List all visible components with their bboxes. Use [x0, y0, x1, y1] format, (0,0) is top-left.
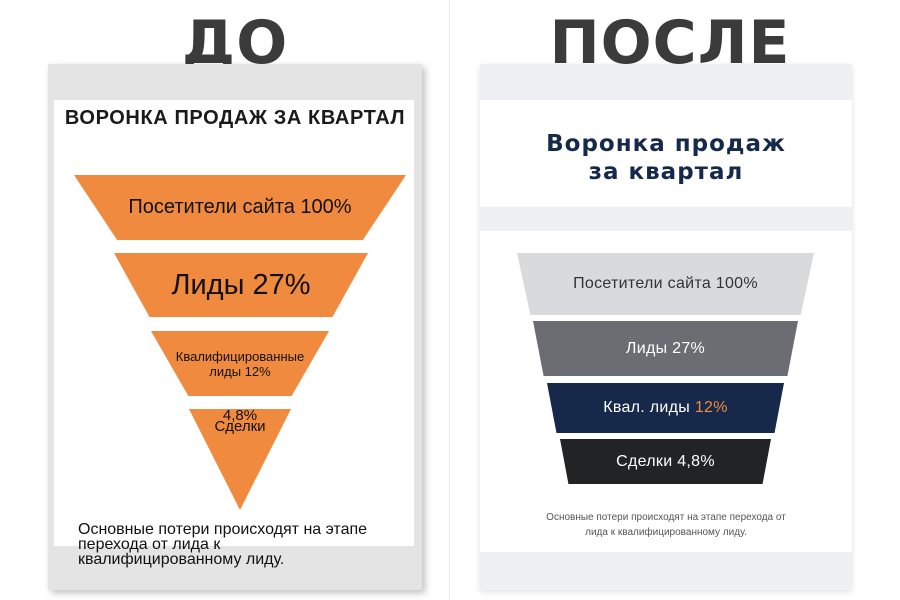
after-stage-label: Посетители сайта 100% [573, 275, 758, 292]
before-funnel-stage-deals: Сделки 4,8% [189, 409, 291, 510]
after-note: Основные потери происходят на этапе пере… [520, 510, 812, 540]
before-funnel-stage-visitors: Посетители сайта 100% [74, 175, 406, 240]
after-title-line2: за квартал [588, 159, 744, 185]
before-stage-label: Лиды 27% [171, 268, 311, 301]
after-title-band [480, 100, 852, 207]
after-stage-label: Сделки 4,8% [616, 452, 715, 470]
after-stage-value-highlight: 12% [694, 399, 728, 416]
after-funnel-stage-deals: Сделки 4,8% [560, 439, 771, 484]
before-stage-label-line2: лиды 12% [209, 363, 271, 379]
before-title: ВОРОНКА ПРОДАЖ ЗА КВАРТАЛ [64, 107, 406, 129]
before-note: Основные потери происходят на этапе пере… [78, 521, 368, 568]
after-funnel-stage-leads: Лиды 27% [533, 321, 798, 376]
before-stage-label-line1: Сделки [214, 417, 266, 435]
before-chart-area: Посетители сайта 100% Лиды 27% Квалифици… [54, 100, 414, 546]
after-card: Воронка продаж за квартал Посетители сай… [480, 64, 852, 590]
after-title-line1: Воронка продаж [546, 131, 786, 157]
after-funnel-stage-qualified: Квал. лиды 12% [547, 383, 784, 433]
after-note-line1: Основные потери происходят на этапе пере… [546, 512, 786, 523]
before-stage-label: Посетители сайта 100% [128, 196, 352, 218]
center-divider [449, 0, 450, 600]
before-card: Посетители сайта 100% Лиды 27% Квалифици… [48, 64, 422, 590]
before-stage-label-line2: 4,8% [222, 406, 258, 424]
after-stage-label: Лиды 27% [625, 339, 706, 357]
after-stage-label: Квал. лиды [603, 399, 691, 416]
before-funnel-stage-qualified: Квалифицированные лиды 12% [151, 331, 329, 396]
after-funnel-stage-visitors: Посетители сайта 100% [517, 253, 814, 315]
before-stage-label-line1: Квалифицированные [175, 348, 305, 364]
after-note-line2: лида к квалифицированному лиду. [585, 527, 747, 538]
after-title: Воронка продаж за квартал [480, 130, 852, 186]
before-funnel-stage-leads: Лиды 27% [114, 253, 368, 317]
